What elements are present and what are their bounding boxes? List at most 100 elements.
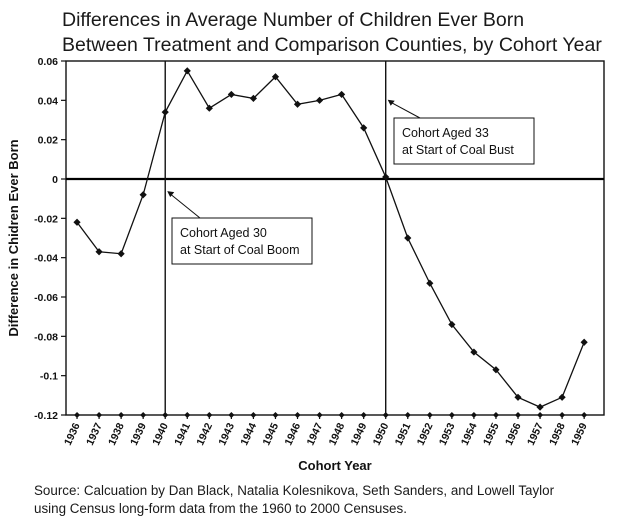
y-tick-label: -0.1 [40, 371, 58, 383]
data-point [183, 67, 191, 75]
x-tick-label: 1946 [282, 421, 303, 447]
annotation-text: Cohort Aged 33 [402, 126, 489, 140]
x-tick-label: 1939 [128, 421, 149, 447]
baseline-point [470, 412, 477, 418]
x-tick-label: 1959 [569, 421, 590, 447]
baseline-point [448, 412, 455, 418]
y-tick-label: 0.04 [38, 95, 59, 107]
annotation-box [393, 117, 535, 165]
x-tick-label: 1951 [393, 421, 414, 447]
data-point [382, 173, 390, 181]
data-point [448, 320, 456, 329]
baseline-point [515, 412, 522, 418]
y-tick-label: -0.04 [34, 253, 58, 265]
y-tick-label: 0.06 [38, 56, 59, 68]
chart-title-line-2: Between Treatment and Comparison Countie… [62, 34, 602, 56]
data-point [271, 73, 280, 81]
chart-title: Differences in Average Number of Childre… [62, 8, 632, 58]
data-point [117, 250, 125, 258]
x-tick-label: 1948 [327, 421, 348, 447]
annotation-text: Cohort Aged 30 [180, 226, 267, 240]
baseline-point [537, 412, 544, 418]
x-tick-label: 1950 [371, 421, 392, 447]
source-note: Source: Calcuation by Dan Black, Natalia… [34, 482, 634, 518]
baseline-point [316, 412, 323, 418]
x-tick-label: 1936 [62, 421, 83, 447]
data-point [360, 124, 368, 132]
baseline-point [360, 412, 367, 418]
annotation-box [171, 217, 313, 265]
data-point [470, 348, 478, 356]
annotation-leader [168, 192, 201, 219]
y-tick-label: -0.06 [34, 292, 58, 304]
source-note-line-1: Source: Calcuation by Dan Black, Natalia… [34, 483, 555, 498]
annotation-text: at Start of Coal Boom [180, 243, 300, 257]
annotation-arrowhead [167, 191, 175, 198]
baseline-point [96, 412, 103, 418]
x-tick-label: 1944 [238, 421, 259, 447]
x-tick-label: 1942 [194, 421, 215, 447]
data-point [426, 279, 434, 287]
baseline-point [250, 412, 257, 418]
x-tick-label: 1952 [415, 421, 436, 447]
x-tick-label: 1958 [547, 421, 568, 447]
x-tick-label: 1954 [459, 421, 480, 447]
y-tick-label: -0.08 [34, 331, 58, 343]
data-point [95, 248, 103, 256]
x-tick-label: 1943 [216, 421, 237, 447]
annotation-arrowhead [387, 99, 395, 106]
annotation-leader [389, 101, 421, 119]
baseline-point [382, 412, 389, 418]
x-tick-label: 1941 [172, 421, 193, 447]
baseline-point [206, 412, 213, 418]
data-point [205, 104, 213, 112]
baseline-point [581, 412, 588, 418]
data-point [580, 338, 588, 346]
y-tick-label: 0 [52, 174, 58, 186]
data-point [249, 94, 258, 102]
data-point [73, 218, 81, 226]
baseline-point [184, 412, 191, 418]
y-tick-label: -0.12 [34, 410, 58, 422]
y-axis-label: Difference in Chidren Ever Born [6, 139, 21, 336]
chart-title-line-1: Differences in Average Number of Childre… [62, 9, 525, 31]
data-point [536, 403, 544, 411]
x-tick-label: 1949 [349, 421, 370, 447]
x-axis-label: Cohort Year [298, 458, 371, 473]
x-tick-label: 1938 [106, 421, 127, 447]
data-point [492, 366, 500, 374]
x-tick-label: 1956 [503, 421, 524, 447]
x-tick-label: 1947 [305, 421, 326, 447]
baseline-point [272, 412, 279, 418]
data-point [404, 234, 412, 242]
baseline-point [74, 412, 81, 418]
baseline-point [338, 412, 345, 418]
data-point [161, 108, 169, 116]
x-tick-label: 1937 [84, 421, 105, 447]
series-line [76, 69, 585, 408]
data-point [315, 96, 324, 104]
source-note-line-2: using Census long-form data from the 196… [34, 501, 407, 516]
baseline-point [426, 412, 433, 418]
data-point [558, 393, 566, 401]
data-point [293, 100, 302, 108]
baseline-point [492, 412, 499, 418]
y-tick-label: 0.02 [38, 135, 59, 147]
data-point [227, 90, 235, 99]
plot-area [65, 60, 605, 416]
annotation-text: at Start of Coal Bust [402, 143, 514, 157]
baseline-point [294, 412, 301, 418]
x-tick-label: 1955 [481, 421, 502, 447]
x-tick-label: 1957 [525, 421, 546, 447]
data-point [514, 393, 522, 401]
data-point [139, 191, 147, 199]
baseline-point [228, 412, 235, 418]
x-tick-label: 1953 [437, 421, 458, 447]
x-tick-label: 1940 [150, 421, 171, 447]
x-tick-label: 1945 [260, 421, 281, 447]
y-tick-label: -0.02 [34, 213, 58, 225]
baseline-point [140, 412, 147, 418]
baseline-point [404, 412, 411, 418]
baseline-point [162, 412, 169, 418]
